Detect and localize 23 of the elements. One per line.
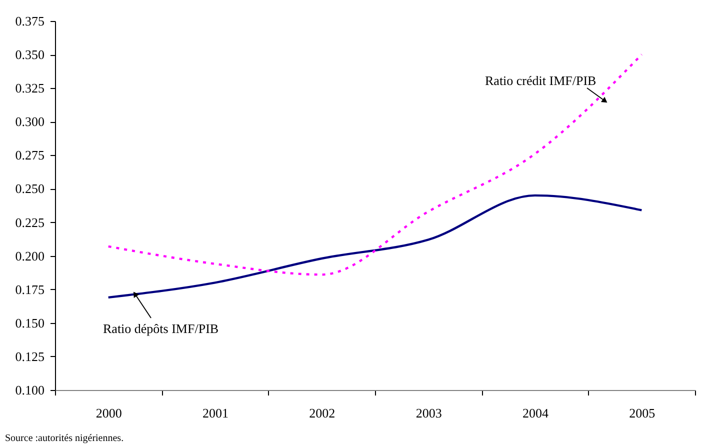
y-tick-label: 0.325 <box>15 80 44 96</box>
y-tick-label: 0.275 <box>15 148 44 163</box>
x-tick-label: 2004 <box>522 406 549 420</box>
series-label: Ratio crédit IMF/PIB <box>485 73 597 88</box>
y-tick-label: 0.175 <box>15 282 44 297</box>
x-tick-label: 2001 <box>202 406 228 420</box>
series-label: Ratio dépôts IMF/PIB <box>103 321 219 336</box>
x-tick-label: 2003 <box>416 406 442 420</box>
line-series <box>107 194 643 299</box>
y-tick-label: 0.150 <box>15 315 44 330</box>
y-tick-label: 0.350 <box>15 47 44 62</box>
y-tick-label: 0.125 <box>15 348 44 364</box>
y-tick-label: 0.300 <box>15 114 44 130</box>
x-tick-label: 2000 <box>96 406 122 420</box>
y-tick-label: 0.200 <box>15 248 44 264</box>
y-tick-label: 0.250 <box>15 181 44 196</box>
source-note: Source :autorités nigériennes. <box>5 433 124 444</box>
y-tick-label: 0.225 <box>15 214 44 230</box>
x-tick-label: 2002 <box>309 406 336 420</box>
y-tick-label: 0.375 <box>15 14 44 28</box>
x-tick-label: 2005 <box>629 406 656 420</box>
y-tick-label: 0.100 <box>15 382 44 398</box>
line-series <box>107 53 643 276</box>
